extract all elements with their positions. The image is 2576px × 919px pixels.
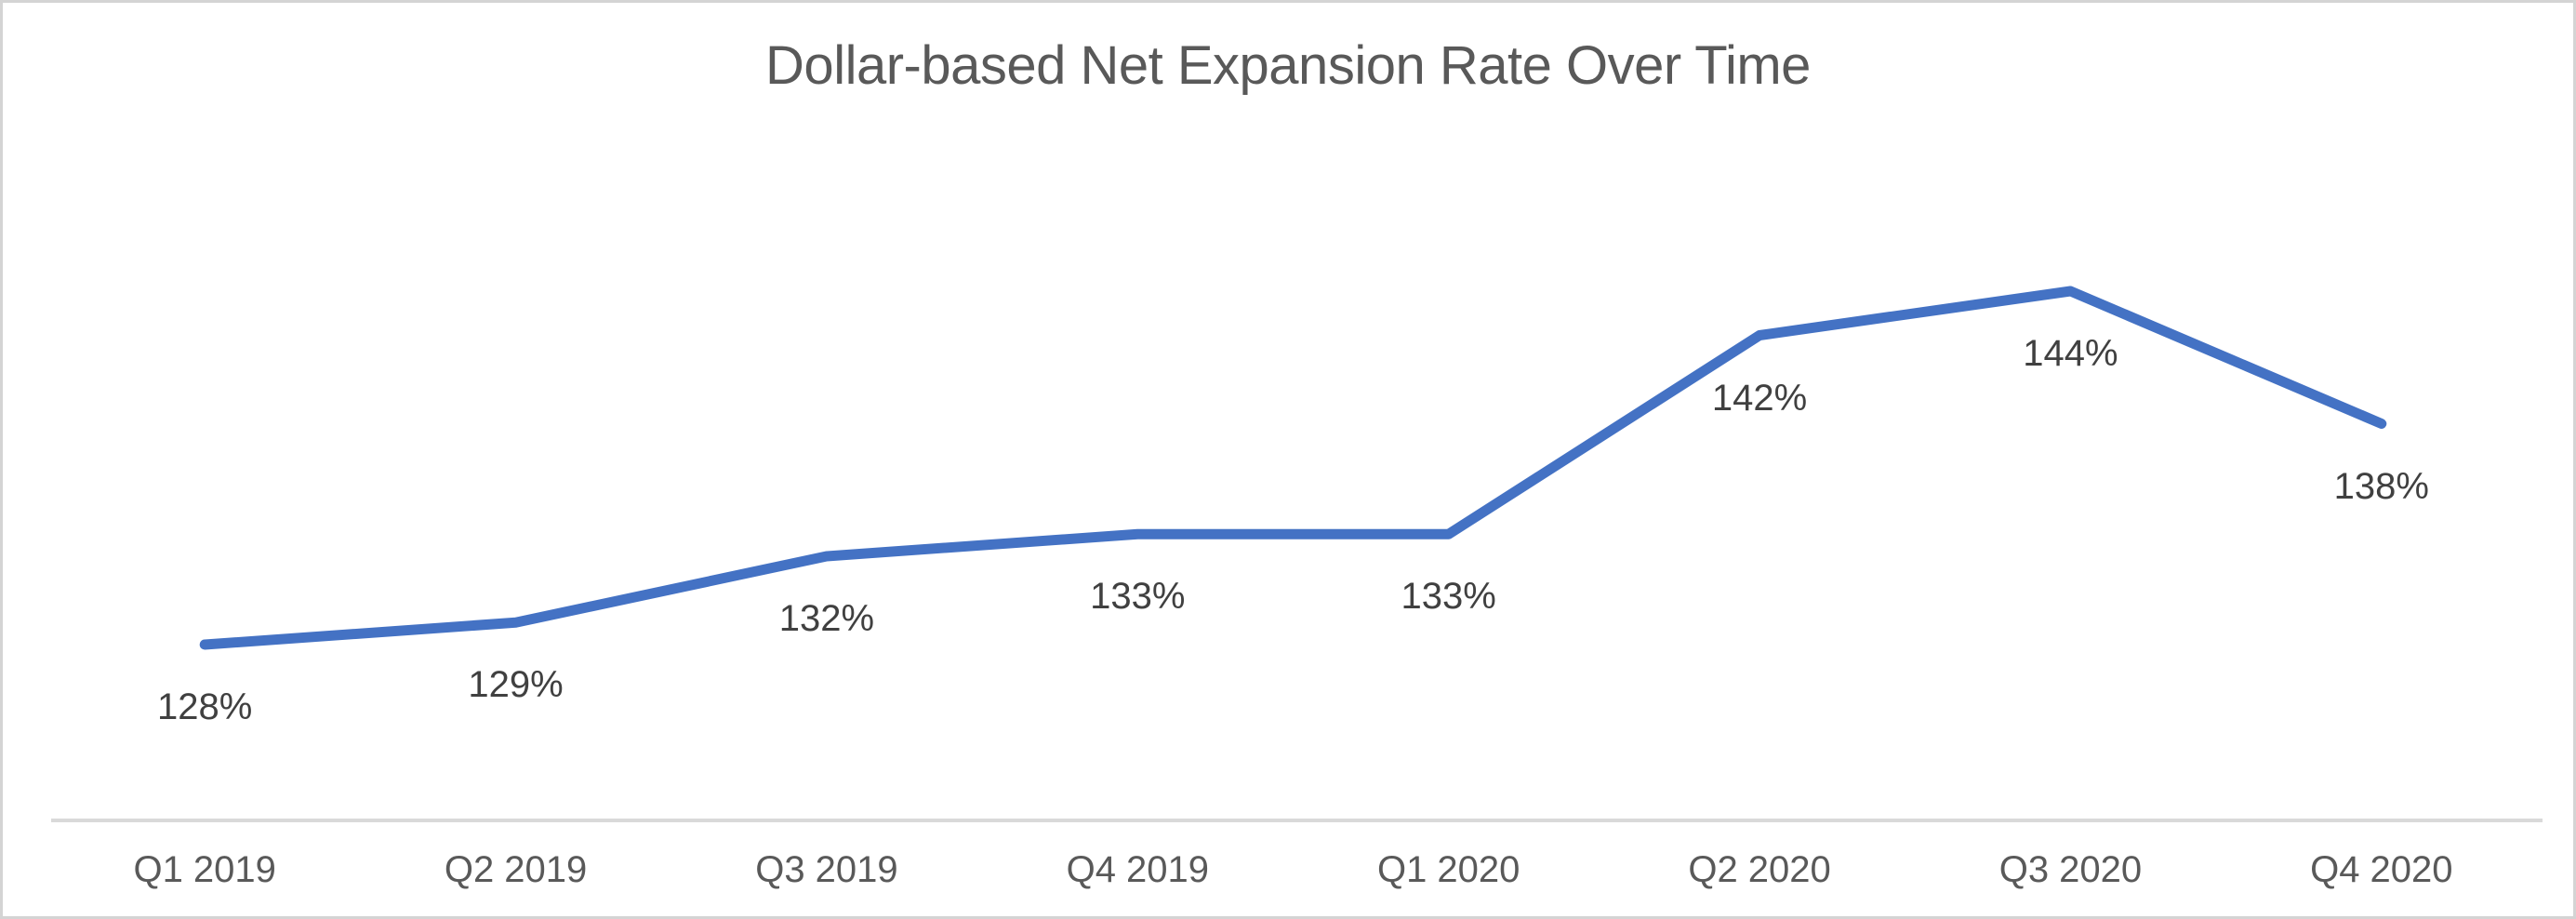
x-axis-label: Q3 2020	[1998, 849, 2143, 890]
data-label: 144%	[2023, 333, 2118, 374]
x-axis-label: Q2 2019	[444, 849, 588, 890]
data-label: 133%	[1090, 576, 1186, 618]
series-line	[199, 286, 2387, 650]
x-axis-label: Q2 2020	[1688, 849, 1831, 890]
x-axis-label: Q1 2019	[133, 849, 276, 890]
data-label: 132%	[778, 598, 875, 639]
line-plot	[51, 286, 2543, 822]
x-axis-label: Q1 2020	[1376, 849, 1520, 890]
chart-title: Dollar-based Net Expansion Rate Over Tim…	[765, 35, 1811, 96]
data-label: 142%	[1711, 377, 1808, 419]
data-label: 138%	[2333, 465, 2429, 507]
x-axis-label: Q3 2019	[755, 849, 898, 890]
x-axis-label: Q4 2019	[1066, 849, 1210, 890]
data-label: 133%	[1401, 576, 1496, 618]
x-axis-label: Q4 2020	[2310, 849, 2453, 890]
data-label: 129%	[468, 664, 564, 706]
data-label: 128%	[157, 686, 253, 727]
